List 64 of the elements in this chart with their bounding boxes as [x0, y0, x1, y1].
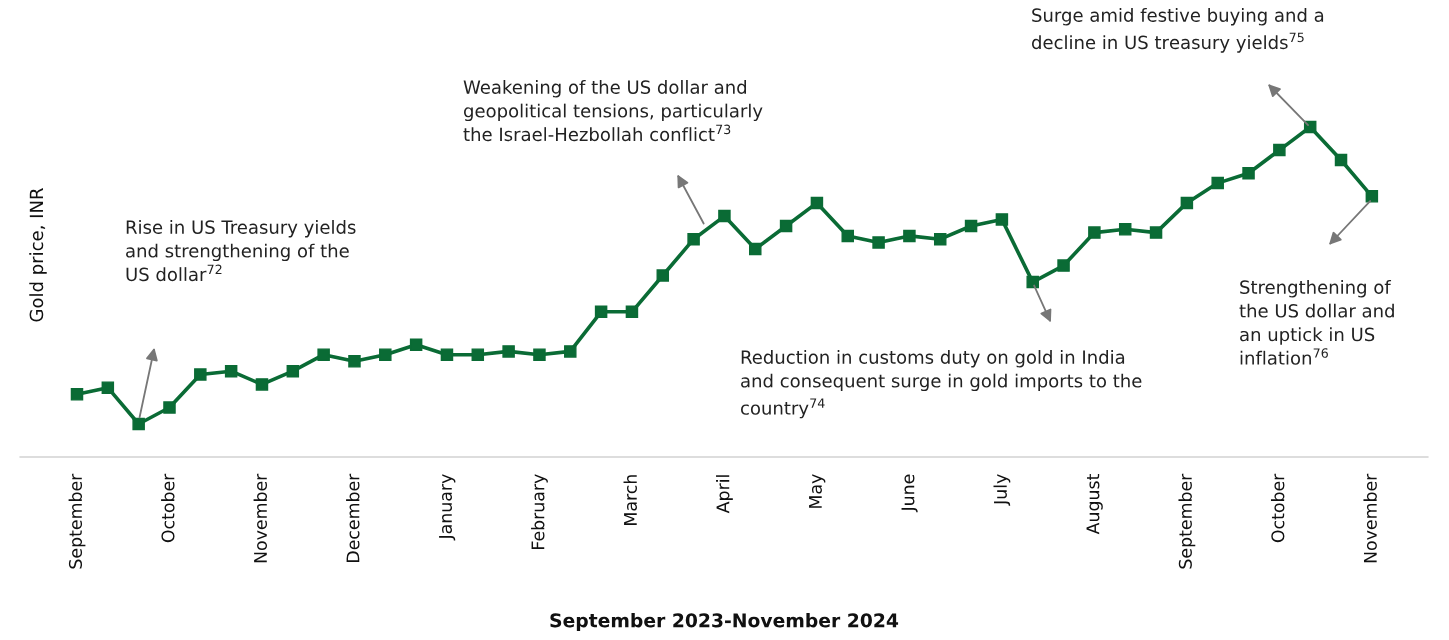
point	[749, 242, 762, 256]
point	[132, 417, 145, 431]
annotation: Weakening of the US dollar and geopolitical tensions, particularly the Israel-Hezbollah conflict$^{73}$	[463, 80, 763, 142]
annotation: Reduction in customs duty on gold in India and consequent surge in gold imports to the country$^{74}$	[741, 350, 1142, 419]
point	[625, 305, 639, 319]
point	[1242, 166, 1255, 180]
x-tick-label: April	[716, 475, 733, 514]
point	[779, 219, 793, 233]
point	[471, 348, 485, 361]
point	[718, 209, 731, 223]
point	[1365, 190, 1379, 203]
point	[409, 338, 423, 352]
x-tick-label: July	[993, 474, 1011, 506]
point	[1273, 143, 1286, 157]
point	[101, 381, 115, 394]
point	[933, 232, 947, 246]
x-tick-label: October	[161, 473, 175, 543]
point	[656, 269, 670, 282]
annotation: Rise in US Treasury yields and strengthening of the US dollar$^{72}$	[126, 220, 356, 282]
x-tick-label: August	[1086, 474, 1103, 535]
point	[995, 213, 1009, 226]
x-tick-label: September	[68, 473, 86, 569]
point	[70, 388, 84, 401]
point	[1149, 226, 1163, 239]
point	[903, 229, 916, 243]
point	[1180, 196, 1194, 210]
point	[1088, 226, 1101, 239]
point	[810, 196, 824, 210]
point	[317, 348, 330, 361]
point	[687, 232, 700, 246]
x-tick-label: March	[623, 475, 637, 525]
point	[440, 348, 454, 361]
x-tick-label: October	[1270, 473, 1285, 543]
x-tick-label: November	[253, 473, 268, 563]
x-tick-label: September	[1178, 473, 1196, 569]
point	[872, 236, 885, 249]
point	[224, 364, 238, 378]
point	[841, 229, 855, 243]
point	[379, 348, 392, 361]
point	[286, 364, 300, 378]
point	[533, 348, 546, 361]
point	[1026, 275, 1039, 289]
annotation: Strengthening of the US dollar and an uptick in US inflation$^{76}$	[1239, 280, 1394, 365]
point	[1334, 153, 1348, 167]
y-axis-title: Gold price, INR	[29, 188, 47, 322]
point	[564, 345, 577, 358]
x-tick-label: January	[439, 474, 456, 541]
x-tick-label: May	[809, 474, 826, 508]
x-tick-label: November	[1363, 473, 1377, 563]
point	[964, 219, 978, 233]
x-axis-title: September 2023-November 2024	[550, 612, 899, 632]
point	[1211, 176, 1224, 190]
point	[255, 378, 269, 391]
point	[1057, 259, 1070, 272]
point	[194, 368, 207, 381]
x-tick-label: December	[346, 473, 360, 562]
point	[348, 355, 361, 368]
text: Surge amid festive buying and a decline in US treasury yields$^{75}$	[1032, 8, 1324, 53]
point	[163, 401, 176, 414]
x-tick-label: June	[901, 474, 918, 513]
x-tick-label: February	[531, 474, 548, 549]
point	[502, 345, 515, 358]
point	[1118, 223, 1132, 236]
point	[594, 305, 608, 319]
